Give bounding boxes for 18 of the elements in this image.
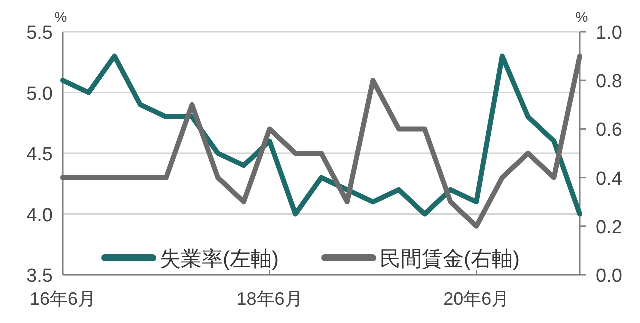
x-tick-label: 20年6月 (444, 289, 510, 309)
y-tick-label: 5.0 (26, 84, 53, 105)
y2-tick-label: 0.8 (596, 72, 622, 93)
y-tick-label: 4.5 (26, 144, 53, 166)
y2-axis-title: % (576, 9, 588, 25)
y-tick-label: 3.5 (26, 266, 53, 287)
y2-tick-label: 0.4 (596, 168, 623, 190)
y2-tick-label: 0.0 (596, 266, 622, 287)
y-axis-title: % (54, 9, 68, 25)
y-tick-label: 4.0 (26, 205, 53, 226)
x-tick-label: 18年6月 (236, 289, 303, 309)
legend-label: 失業率(左軸) (160, 248, 279, 271)
y2-tick-label: 0.6 (596, 120, 622, 142)
x-tick-label: 16年6月 (30, 289, 96, 309)
y2-tick-label: 0.2 (596, 217, 622, 238)
y2-tick-label: 1.0 (596, 23, 622, 44)
legend-label: 民間賃金(右軸) (380, 248, 520, 271)
y-tick-label: 5.5 (26, 23, 53, 44)
